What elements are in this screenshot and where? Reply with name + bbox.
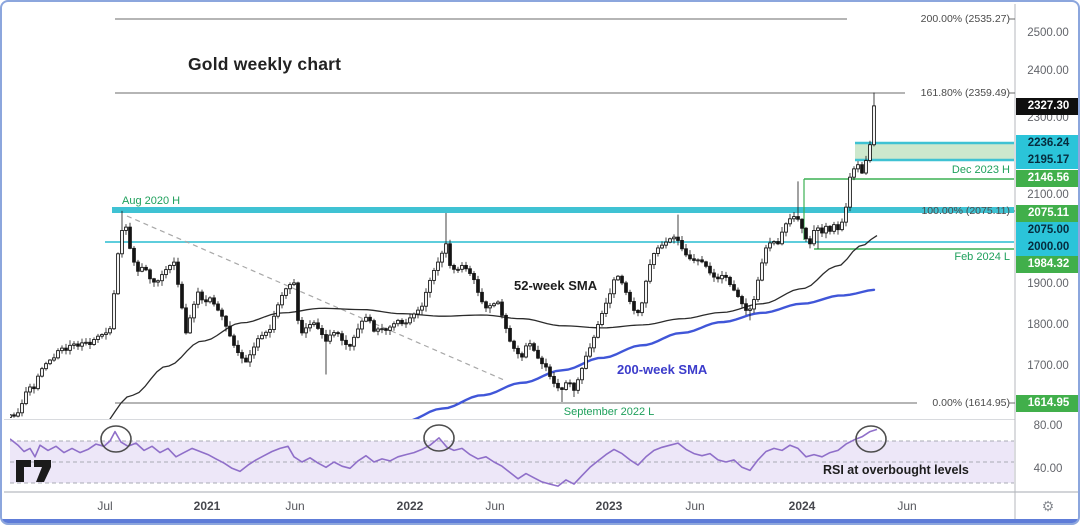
rsi-line[interactable] [10,428,878,487]
chart-title: Gold weekly chart [188,54,342,74]
rsi-note: RSI at overbought levels [823,462,969,477]
dec-2023-high-label: Dec 2023 H [951,163,1010,176]
price-axis-label: 2100.00 [1027,189,1069,201]
rsi-axis-label: 40.00 [1033,463,1063,475]
time-axis-label: Jun [285,499,305,513]
rsi-axis-label: 80.00 [1033,420,1063,432]
fib-level-label: 0.00% (1614.95) [932,396,1010,409]
fib-level-label: 161.80% (2359.49) [920,86,1010,99]
time-axis-label: 2023 [595,499,623,513]
axis-settings-gear-icon[interactable]: ⚙ [1041,498,1055,514]
price-level-badge: 2000.00 [1016,238,1078,256]
sma200-label: 200-week SMA [617,361,708,377]
price-level-badge: 2075.00 [1016,221,1078,239]
price-level-badge: 2146.56 [1016,169,1078,187]
level-2000-line[interactable] [105,241,1014,243]
price-axis-label: 2400.00 [1027,65,1069,77]
aug-2020-high-line[interactable] [112,207,1014,213]
time-axis-label: 2021 [193,499,221,513]
sep-2022-low-label: September 2022 L [563,405,655,418]
descending-trendline[interactable] [126,215,505,381]
price-axis-label: 2500.00 [1027,27,1069,39]
tradingview-logo[interactable] [14,458,54,484]
time-axis-label: 2024 [788,499,816,513]
price-level-badge: 1984.32 [1016,255,1078,273]
sma52-label: 52-week SMA [514,277,598,293]
overbought-circle-annotation[interactable] [855,425,887,453]
fib-level-label: 200.00% (2535.27) [920,12,1010,25]
time-axis-label: Jun [485,499,505,513]
overbought-circle-annotation[interactable] [423,424,455,452]
candlestick-series[interactable] [9,92,876,418]
current-price-badge: 2327.30 [1016,97,1078,115]
price-level-badge: 2075.11 [1016,204,1078,222]
price-level-badge: 2195.17 [1016,151,1078,169]
supply-zone-box[interactable] [855,143,1014,160]
sma-200-line[interactable] [406,288,876,421]
price-level-badge: 1614.95 [1016,394,1078,412]
frame-bottom-accent [2,519,1078,523]
time-axis-label: Jun [897,499,917,513]
price-level-badge: 2236.24 [1016,134,1078,152]
aug-2020-high-label: Aug 2020 H [122,194,181,207]
price-axis-label: 1800.00 [1027,319,1069,331]
time-axis-label: Jul [97,499,113,513]
feb-2024-low-label: Feb 2024 L [954,250,1010,263]
price-axis-label: 2300.00 [1027,112,1069,124]
fib-level-label: 100.00% (2075.11) [921,204,1010,217]
time-axis-label: Jun [685,499,705,513]
time-axis-label: 2022 [396,499,424,513]
price-axis-label: 1900.00 [1027,278,1069,290]
price-axis-label: 1700.00 [1027,360,1069,372]
overbought-circle-annotation[interactable] [100,425,132,453]
